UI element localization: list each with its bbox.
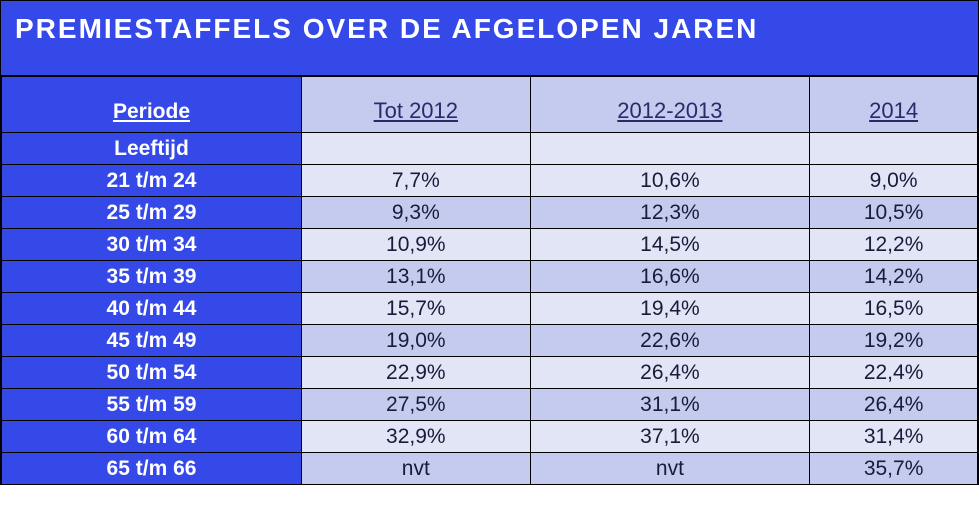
cell-8-0: 32,9%	[302, 421, 531, 453]
cell-6-2: 22,4%	[810, 357, 978, 389]
cell-0-0: 7,7%	[302, 165, 531, 197]
cell-8-2: 31,4%	[810, 421, 978, 453]
table-row: 40 t/m 4415,7%19,4%16,5%	[2, 293, 978, 325]
row-label: 55 t/m 59	[2, 389, 302, 421]
cell-7-1: 31,1%	[530, 389, 810, 421]
cell-3-2: 14,2%	[810, 261, 978, 293]
table-row: 45 t/m 4919,0%22,6%19,2%	[2, 325, 978, 357]
row-label: 50 t/m 54	[2, 357, 302, 389]
cell-9-2: 35,7%	[810, 453, 978, 485]
header-col-1: 2012-2013	[530, 77, 810, 133]
table-row: 25 t/m 299,3%12,3%10,5%	[2, 197, 978, 229]
header-period-label: Periode	[2, 77, 302, 133]
container: PREMIESTAFFELS OVER DE AFGELOPEN JAREN P…	[0, 0, 979, 485]
table-row: 35 t/m 3913,1%16,6%14,2%	[2, 261, 978, 293]
cell-1-0: 9,3%	[302, 197, 531, 229]
table-row: 60 t/m 6432,9%37,1%31,4%	[2, 421, 978, 453]
table-subheader-row: Leeftijd	[2, 133, 978, 165]
table-row: 55 t/m 5927,5%31,1%26,4%	[2, 389, 978, 421]
cell-5-2: 19,2%	[810, 325, 978, 357]
cell-3-0: 13,1%	[302, 261, 531, 293]
subheader-blank-1	[530, 133, 810, 165]
subheader-blank-2	[810, 133, 978, 165]
cell-9-1: nvt	[530, 453, 810, 485]
cell-0-2: 9,0%	[810, 165, 978, 197]
cell-6-1: 26,4%	[530, 357, 810, 389]
header-col-0: Tot 2012	[302, 77, 531, 133]
table-header-row: PeriodeTot 20122012-20132014	[2, 77, 978, 133]
cell-4-1: 19,4%	[530, 293, 810, 325]
table-row: 21 t/m 247,7%10,6%9,0%	[2, 165, 978, 197]
premium-table: PeriodeTot 20122012-20132014Leeftijd21 t…	[1, 76, 978, 485]
row-label: 45 t/m 49	[2, 325, 302, 357]
cell-2-2: 12,2%	[810, 229, 978, 261]
cell-1-1: 12,3%	[530, 197, 810, 229]
cell-7-2: 26,4%	[810, 389, 978, 421]
cell-4-2: 16,5%	[810, 293, 978, 325]
row-label: 60 t/m 64	[2, 421, 302, 453]
cell-8-1: 37,1%	[530, 421, 810, 453]
cell-0-1: 10,6%	[530, 165, 810, 197]
cell-3-1: 16,6%	[530, 261, 810, 293]
cell-2-1: 14,5%	[530, 229, 810, 261]
cell-5-1: 22,6%	[530, 325, 810, 357]
table-row: 30 t/m 3410,9%14,5%12,2%	[2, 229, 978, 261]
cell-1-2: 10,5%	[810, 197, 978, 229]
row-label: 40 t/m 44	[2, 293, 302, 325]
cell-2-0: 10,9%	[302, 229, 531, 261]
table-row: 50 t/m 5422,9%26,4%22,4%	[2, 357, 978, 389]
row-label: 35 t/m 39	[2, 261, 302, 293]
cell-6-0: 22,9%	[302, 357, 531, 389]
table-row: 65 t/m 66nvtnvt35,7%	[2, 453, 978, 485]
row-label: 30 t/m 34	[2, 229, 302, 261]
row-label: 21 t/m 24	[2, 165, 302, 197]
row-label: 65 t/m 66	[2, 453, 302, 485]
page-title: PREMIESTAFFELS OVER DE AFGELOPEN JAREN	[1, 1, 978, 76]
subheader-label: Leeftijd	[2, 133, 302, 165]
header-col-2: 2014	[810, 77, 978, 133]
subheader-blank-0	[302, 133, 531, 165]
row-label: 25 t/m 29	[2, 197, 302, 229]
cell-7-0: 27,5%	[302, 389, 531, 421]
cell-5-0: 19,0%	[302, 325, 531, 357]
cell-9-0: nvt	[302, 453, 531, 485]
cell-4-0: 15,7%	[302, 293, 531, 325]
